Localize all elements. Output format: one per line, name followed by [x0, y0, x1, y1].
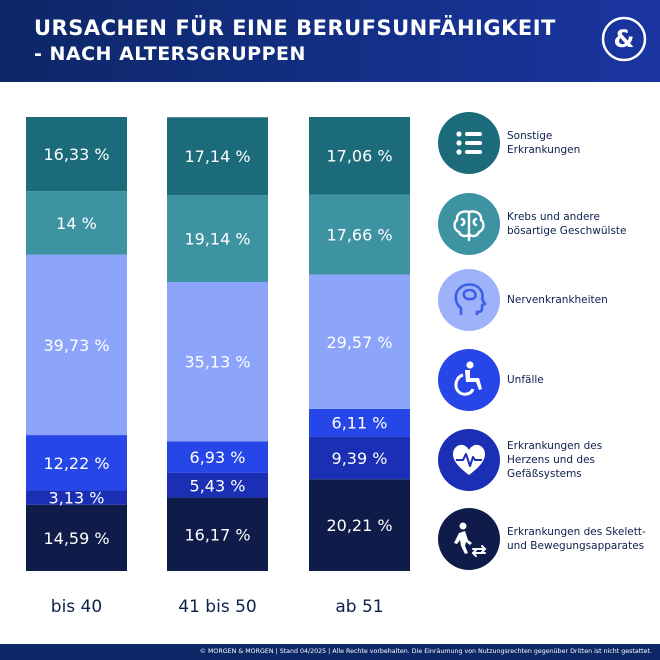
- data-label: 5,43 %: [190, 476, 246, 495]
- data-label: 6,11 %: [332, 414, 388, 433]
- title: URSACHEN FÜR EINE BERUFSUNFÄHIGKEIT: [34, 16, 556, 40]
- data-label: 6,93 %: [190, 448, 246, 467]
- bar-segment: [309, 408, 410, 437]
- bar-segment: [309, 479, 410, 571]
- brain-icon: [438, 193, 500, 255]
- data-label: 9,39 %: [332, 449, 388, 468]
- bar-segment: [26, 504, 127, 571]
- data-label: 29,57 %: [326, 333, 392, 352]
- bar-segment: [309, 117, 410, 195]
- bar-segment: [26, 117, 127, 192]
- legend-item: Sonstige Erkrankungen: [437, 111, 657, 175]
- category-label: 41 bis 50: [178, 597, 256, 617]
- bar-segment: [167, 472, 268, 498]
- data-label: 39,73 %: [43, 336, 109, 355]
- legend-label: Sonstige Erkrankungen: [507, 130, 581, 156]
- head-icon: [438, 269, 500, 331]
- list-icon: [438, 112, 500, 174]
- bar-segment: [309, 194, 410, 275]
- logo-text: &: [614, 25, 635, 53]
- bar-segment: [167, 441, 268, 473]
- data-label: 35,13 %: [184, 353, 250, 372]
- bar-segment: [26, 490, 127, 505]
- category-label: bis 40: [51, 597, 102, 617]
- legend-label: Nervenkrankheiten: [507, 294, 608, 306]
- data-label: 14,59 %: [43, 529, 109, 548]
- bar-segment: [26, 191, 127, 255]
- bar-segment: [167, 281, 268, 442]
- data-label: 17,06 %: [326, 147, 392, 166]
- data-label: 17,14 %: [184, 147, 250, 166]
- subtitle: - NACH ALTERSGRUPPEN: [34, 43, 306, 65]
- stacked-bar-chart: 14,59 % 3,13 % 12,22 % 39,73 % 14 % 16,33 % bi…: [26, 117, 410, 617]
- legend-label: Krebs und andere bösartige Geschwülste: [507, 211, 627, 237]
- bar-segment: [167, 195, 268, 282]
- bar-segment: [26, 254, 127, 436]
- legend-item: Nervenkrankheiten: [437, 268, 657, 332]
- category-label: ab 51: [335, 597, 383, 617]
- legend-item: Erkrankungen des Herzens und des Gefäßsy…: [437, 428, 657, 492]
- data-label: 20,21 %: [326, 516, 392, 535]
- bar-segment: [167, 117, 268, 196]
- legend-item: Krebs und andere bösartige Geschwülste: [437, 192, 657, 256]
- data-label: 16,33 %: [43, 145, 109, 164]
- header: URSACHEN FÜR EINE BERUFSUNFÄHIGKEIT - NA…: [0, 0, 660, 82]
- brand-logo: &: [601, 16, 647, 62]
- bar-segment: [309, 274, 410, 409]
- heart-icon: [438, 429, 500, 491]
- legend-label: Unfälle: [507, 374, 544, 386]
- legend-label: Erkrankungen des Herzens und des Gefäßsy…: [507, 440, 603, 480]
- footer-copyright: © MORGEN & MORGEN | Stand 04/2025 | Alle…: [0, 644, 660, 660]
- data-label: 16,17 %: [184, 525, 250, 544]
- walking-icon: [438, 508, 500, 570]
- bar-segment: [26, 435, 127, 491]
- data-label: 14 %: [56, 214, 97, 233]
- legend-item: Erkrankungen des Skelett- und Bewegungsa…: [437, 507, 657, 571]
- data-label: 3,13 %: [49, 489, 105, 508]
- data-label: 17,66 %: [326, 226, 392, 245]
- bar-segment: [309, 436, 410, 480]
- bar-segment: [167, 497, 268, 571]
- data-label: 12,22 %: [43, 454, 109, 473]
- data-label: 19,14 %: [184, 230, 250, 249]
- wheelchair-icon: [438, 349, 500, 411]
- legend-label: Erkrankungen des Skelett- und Bewegungsa…: [507, 526, 646, 552]
- legend-item: Unfälle: [437, 348, 657, 412]
